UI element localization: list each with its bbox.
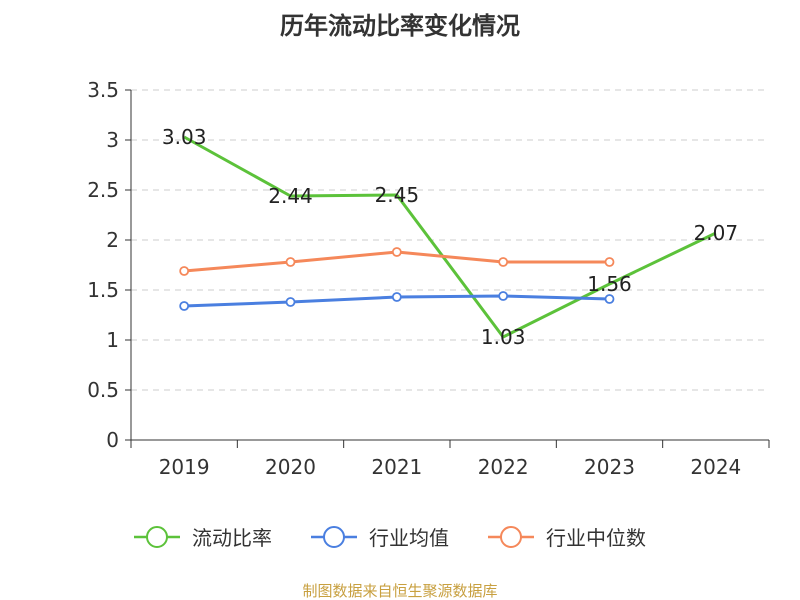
y-tick-label: 3	[106, 128, 119, 152]
data-label: 3.03	[162, 125, 207, 149]
data-point[interactable]	[179, 266, 190, 276]
source-note: 制图数据来自恒生聚源数据库	[302, 582, 497, 600]
data-point[interactable]	[285, 257, 296, 267]
y-tick-label: 1	[106, 328, 119, 352]
x-tick-label: 2020	[265, 455, 316, 479]
legend-label: 行业中位数	[546, 526, 646, 550]
data-label: 1.03	[481, 325, 526, 349]
legend-marker-icon	[323, 526, 345, 548]
data-point[interactable]	[391, 247, 402, 257]
data-point[interactable]	[604, 257, 615, 267]
x-tick-label: 2022	[478, 455, 529, 479]
legend-label: 行业均值	[369, 526, 449, 550]
data-point[interactable]	[391, 292, 402, 302]
legend-marker-icon	[500, 526, 522, 548]
data-label: 2.07	[694, 221, 739, 245]
x-tick-label: 2021	[371, 455, 422, 479]
legend[interactable]: 流动比率 行业均值 行业中位数	[134, 526, 646, 550]
data-label: 1.56	[587, 272, 632, 296]
grid-lines	[131, 89, 769, 391]
y-tick-label: 2.5	[87, 178, 119, 202]
x-tick-label: 2024	[690, 455, 741, 479]
y-tick-label: 3.5	[87, 78, 119, 102]
series-line-0	[183, 135, 717, 339]
y-tick-label: 0.5	[87, 378, 119, 402]
x-tick-label: 2019	[159, 455, 210, 479]
y-tick-label: 0	[106, 428, 119, 452]
series-points	[179, 247, 615, 311]
data-point[interactable]	[179, 301, 190, 311]
legend-label: 流动比率	[192, 526, 272, 550]
axes: 0 0.5 1 1.5 2 2.5 3 3.5 2019 2020 2021 2022 2023 2024	[87, 78, 770, 479]
series-lines	[183, 135, 717, 339]
y-tick-label: 2	[106, 228, 119, 252]
legend-item-0[interactable]: 流动比率	[134, 526, 272, 550]
x-tick-label: 2023	[584, 455, 635, 479]
data-label: 2.45	[375, 183, 420, 207]
legend-item-2[interactable]: 行业中位数	[488, 526, 646, 550]
data-point[interactable]	[498, 291, 509, 301]
data-labels: 3.03 2.44 2.45 1.03 1.56 2.07	[162, 125, 738, 349]
chart-title: 历年流动比率变化情况	[280, 12, 520, 40]
data-point[interactable]	[498, 257, 509, 267]
data-point[interactable]	[604, 294, 615, 304]
data-label: 2.44	[268, 184, 313, 208]
legend-marker-icon	[146, 526, 168, 548]
data-point[interactable]	[285, 297, 296, 307]
legend-item-1[interactable]: 行业均值	[311, 526, 449, 550]
y-tick-label: 1.5	[87, 278, 119, 302]
